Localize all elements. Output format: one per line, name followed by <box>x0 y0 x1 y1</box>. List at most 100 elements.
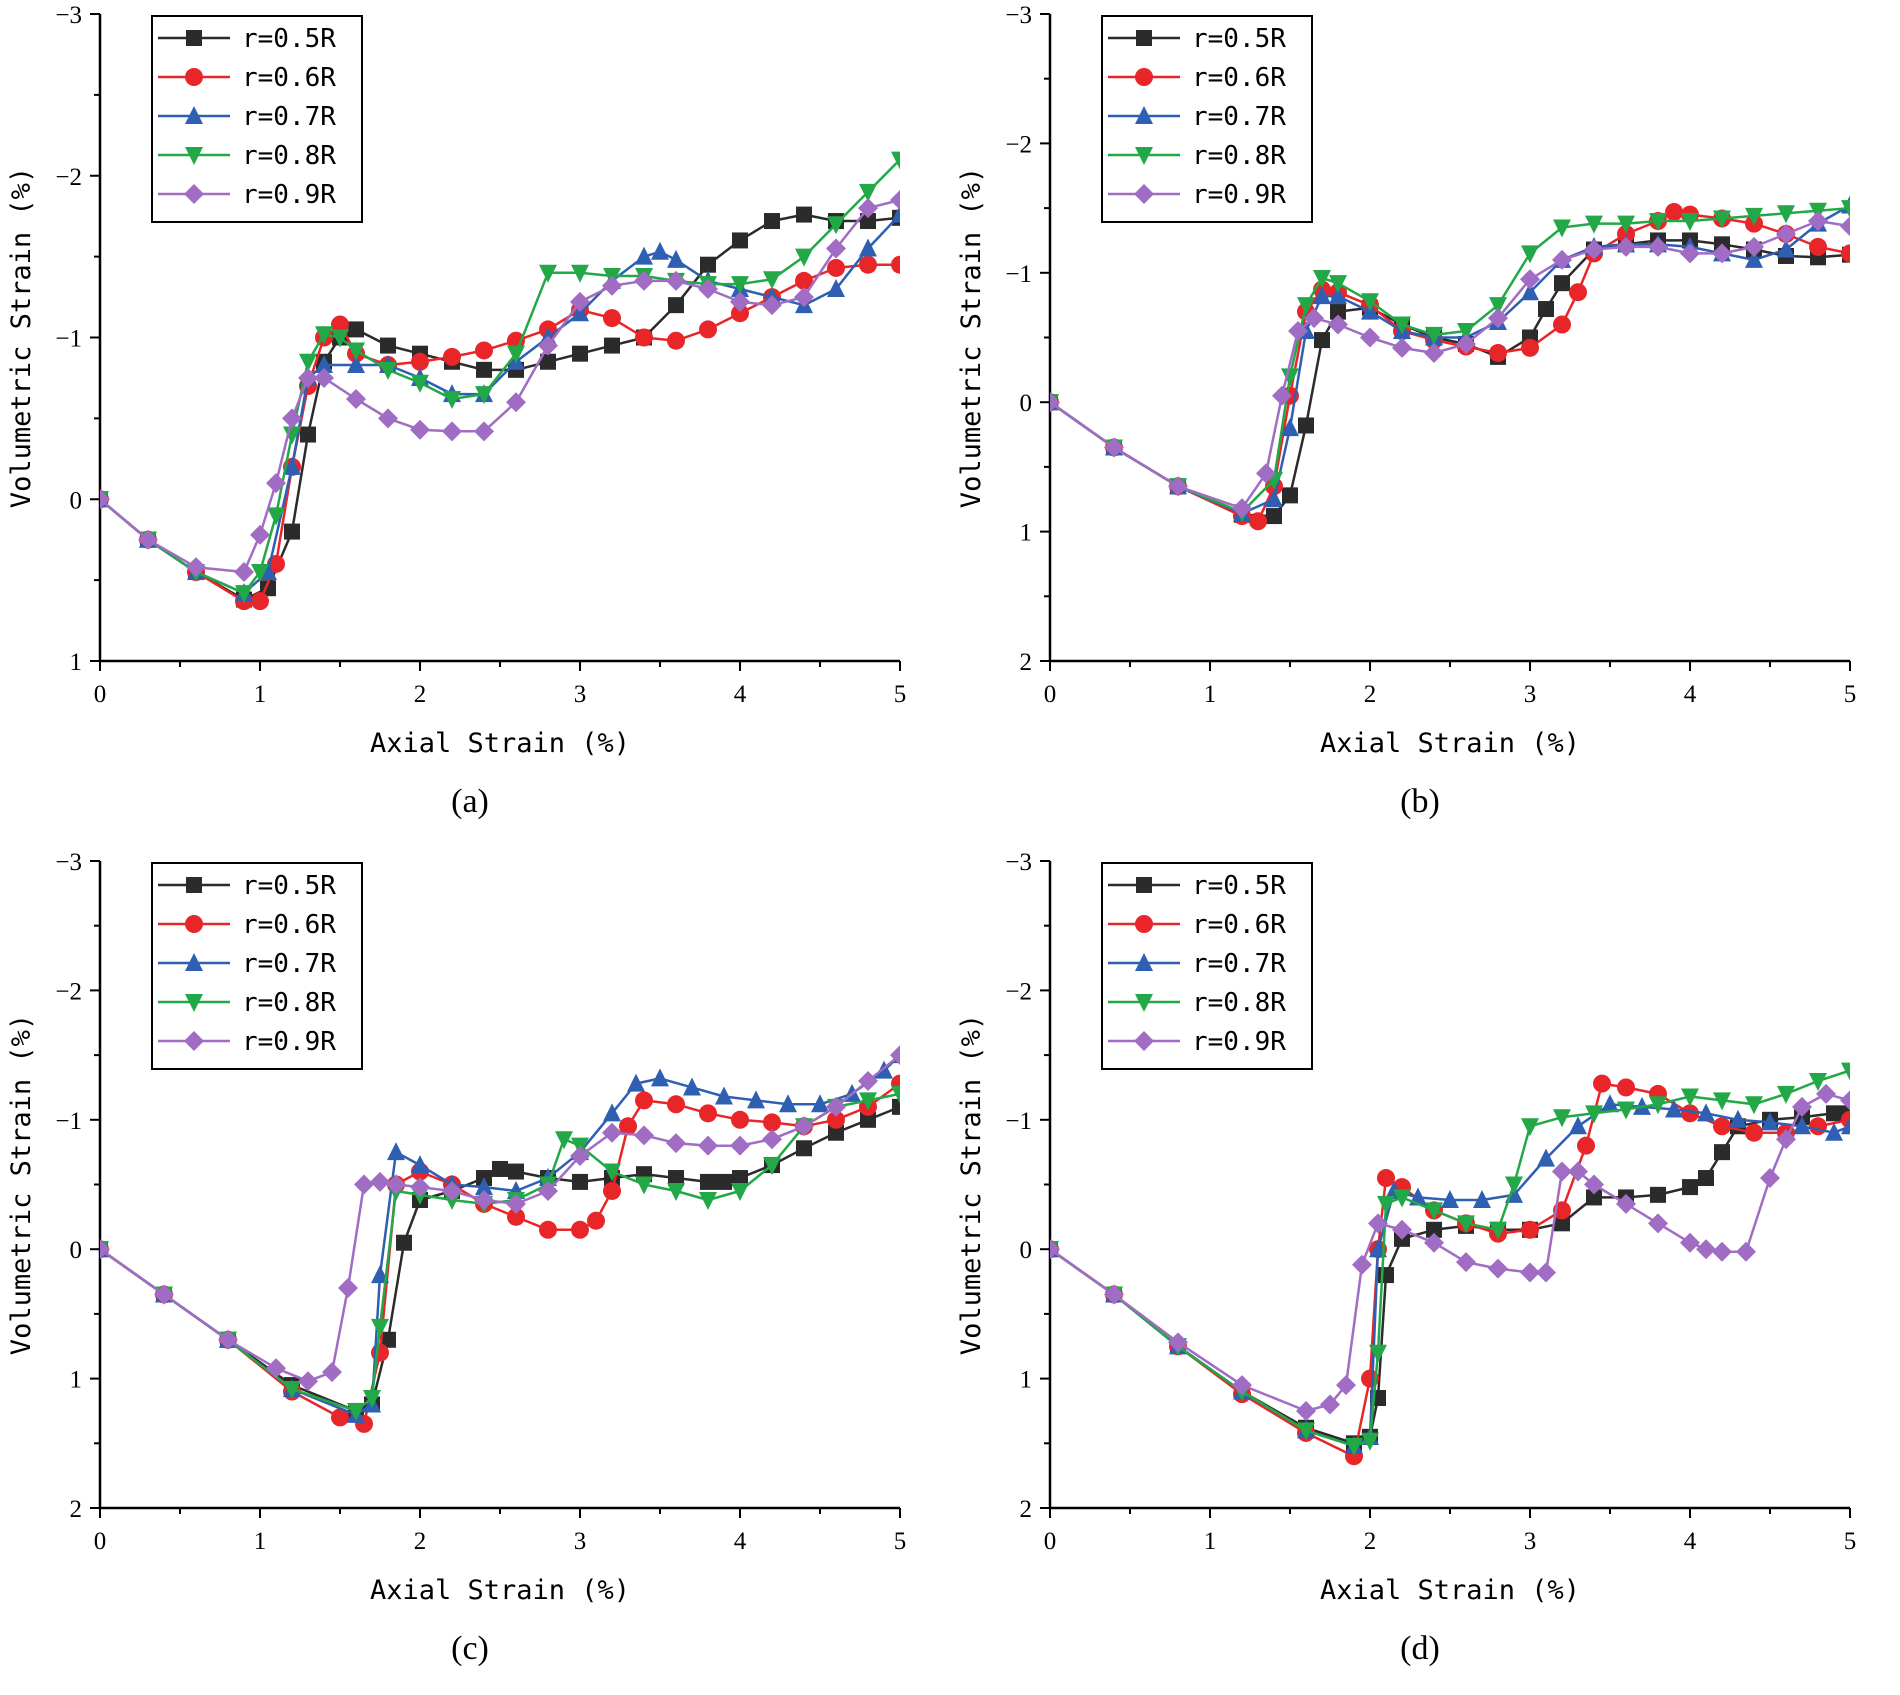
circle-point-b-2-4 <box>1249 512 1267 531</box>
diamond-point-d-5-13 <box>1520 1262 1540 1283</box>
triangle-down-point-d-4-15 <box>1553 1109 1571 1128</box>
square-point-c-1-14 <box>572 1173 588 1190</box>
square-point-b-1-4 <box>1266 508 1282 525</box>
triangle-down-point-d-4-18 <box>1649 1096 1667 1115</box>
legend-b: r=0.5R r=0.6R r=0.7R r=0.8R r=0.9R <box>1101 15 1313 223</box>
triangle-down-point-d-4-20 <box>1713 1092 1731 1111</box>
diamond-point-a-5-5 <box>266 473 286 494</box>
circle-point-a-2-25 <box>827 258 845 277</box>
y-tick-label-a-4: 1 <box>70 649 83 676</box>
square-point-c-1-24 <box>860 1111 876 1128</box>
diamond-point-a-5-12 <box>442 421 462 442</box>
triangle-down-point-a-4-7 <box>299 353 317 372</box>
diamond-point-d-5-19 <box>1648 1213 1668 1234</box>
triangle-down-point-b-4-14 <box>1521 245 1539 264</box>
diamond-point-c-5-16 <box>602 1122 622 1143</box>
x-tick-label-c-4: 4 <box>734 1528 747 1555</box>
triangle-down-point-a-4-3 <box>235 585 253 604</box>
panel-label-a: (a) <box>451 783 489 820</box>
chart-panel-c: 0 1 2 3 4 5 −3 −2 −1 0 1 2 Axial Strain (%) Volumetri… <box>0 847 950 1694</box>
circle-point-b-2-19 <box>1617 224 1635 243</box>
circle-point-b-2-17 <box>1569 283 1587 302</box>
circle-point-a-2-14 <box>475 341 493 360</box>
circle-point-b-2-15 <box>1521 338 1539 357</box>
square-point-b-1-16 <box>1554 275 1570 292</box>
series-d-1 <box>1050 1105 1850 1452</box>
diamond-point-b-5-15 <box>1552 249 1572 270</box>
legend-label-b-1: r=0.5R <box>1192 24 1286 54</box>
legend-label-b-5: r=0.9R <box>1192 180 1286 210</box>
diamond-point-d-5-3 <box>1232 1375 1252 1396</box>
triangle-up-point-a-3-8 <box>347 354 365 373</box>
triangle-down-point-a-4-22 <box>731 276 749 295</box>
triangle-down-point-d-4-10 <box>1425 1202 1443 1221</box>
diamond-point-a-5-15 <box>538 335 558 356</box>
triangle-down-point-b-4-6 <box>1297 297 1315 316</box>
circle-point-a-2-12 <box>411 352 429 371</box>
y-axis-title-b: Volumetric Strain (%) <box>956 167 987 508</box>
triangle-down-point-b-4-11 <box>1425 326 1443 345</box>
triangle-down-point-d-4-16 <box>1585 1105 1603 1124</box>
legend-c: r=0.5R r=0.6R r=0.7R r=0.8R r=0.9R <box>151 862 363 1070</box>
square-point-a-1-21 <box>732 232 748 249</box>
y-tick-label-c-0: −3 <box>55 849 82 876</box>
diamond-point-d-5-14 <box>1536 1262 1556 1283</box>
diamond-legend-marker-a-5 <box>184 184 204 204</box>
diamond-point-c-5-18 <box>666 1133 686 1154</box>
legend-a: r=0.5R r=0.6R r=0.7R r=0.8R r=0.9R <box>151 15 363 223</box>
triangle-up-point-a-3-17 <box>635 246 653 265</box>
diamond-point-c-5-10 <box>410 1177 430 1198</box>
diamond-point-a-5-21 <box>730 291 750 312</box>
triangle-down-point-a-4-17 <box>571 264 589 283</box>
triangle-up-point-a-3-24 <box>827 278 845 297</box>
diamond-point-b-5-1 <box>1104 437 1124 458</box>
circle-point-a-2-18 <box>603 309 621 328</box>
square-point-c-1-25 <box>892 1098 900 1115</box>
circle-point-b-2-26 <box>1809 237 1827 256</box>
diamond-point-c-5-17 <box>634 1125 654 1146</box>
y-tick-label-d-5: 2 <box>1020 1496 1033 1523</box>
circle-point-c-2-12 <box>539 1220 557 1239</box>
legend-box-c <box>151 862 363 1070</box>
diamond-point-d-5-25 <box>1776 1129 1796 1150</box>
x-tick-label-a-3: 3 <box>574 681 587 708</box>
triangle-down-point-b-4-22 <box>1777 205 1795 224</box>
diamond-point-c-5-4 <box>298 1371 318 1392</box>
x-tick-label-d-1: 1 <box>1204 1528 1217 1555</box>
series-a-1 <box>100 206 900 608</box>
legend-label-c-5: r=0.9R <box>242 1027 336 1057</box>
legend-label-d-5: r=0.9R <box>1192 1027 1286 1057</box>
triangle-down-point-b-4-24 <box>1841 200 1850 219</box>
triangle-down-point-d-4-19 <box>1681 1088 1699 1107</box>
x-tick-label-c-1: 1 <box>254 1528 267 1555</box>
diamond-point-c-5-1 <box>154 1284 174 1305</box>
triangle-down-point-c-4-13 <box>555 1131 573 1150</box>
y-tick-label-b-0: −3 <box>1005 2 1032 29</box>
x-tick-label-d-4: 4 <box>1684 1528 1697 1555</box>
triangle-down-point-d-4-12 <box>1489 1221 1507 1240</box>
series-c-2 <box>100 1074 900 1433</box>
diamond-point-b-5-9 <box>1360 327 1380 348</box>
legend-label-c-4: r=0.8R <box>242 988 336 1018</box>
triangle-up-point-d-3-19 <box>1729 1109 1747 1128</box>
diamond-point-c-5-14 <box>538 1180 558 1201</box>
triangle-up-point-a-3-7 <box>315 354 333 373</box>
chart-d-svg: 0 1 2 3 4 5 −3 −2 −1 0 1 2 Axial Strain (%) Volumetri… <box>956 849 1856 1667</box>
y-tick-label-a-2: −1 <box>55 326 82 353</box>
circle-point-a-2-9 <box>331 315 349 334</box>
diamond-point-c-5-20 <box>730 1135 750 1156</box>
triangle-up-point-b-3-7 <box>1313 286 1331 305</box>
diamond-point-d-5-22 <box>1712 1241 1732 1262</box>
circle-point-c-2-4 <box>331 1408 349 1427</box>
diamond-point-d-5-28 <box>1840 1090 1850 1111</box>
diamond-point-a-5-13 <box>474 421 494 442</box>
diamond-point-a-5-25 <box>858 198 878 219</box>
series-d-3 <box>1050 1094 1850 1454</box>
circle-point-c-2-18 <box>667 1095 685 1114</box>
triangle-down-point-c-4-18 <box>699 1192 717 1211</box>
triangle-up-point-a-3-19 <box>667 249 685 268</box>
square-point-a-1-25 <box>860 213 876 230</box>
diamond-point-d-5-1 <box>1104 1284 1124 1305</box>
diamond-point-c-5-9 <box>386 1174 406 1195</box>
